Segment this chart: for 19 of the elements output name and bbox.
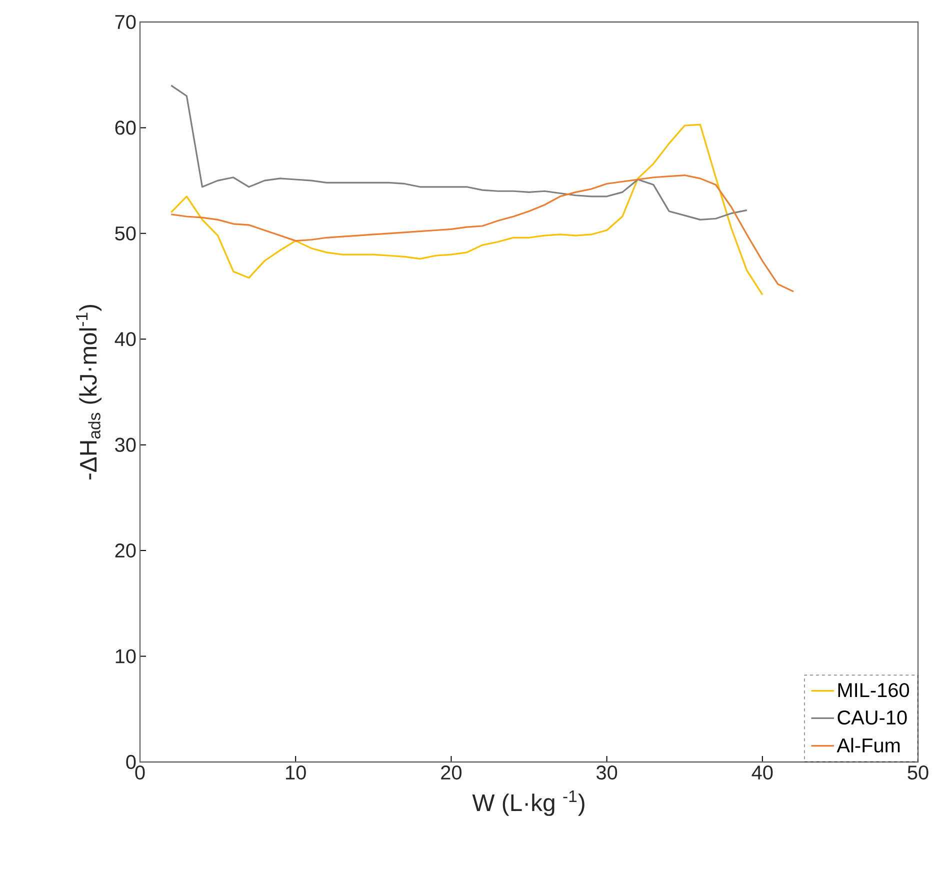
y-tick-label: 40 xyxy=(114,332,136,346)
y-tick-label: 10 xyxy=(116,649,136,664)
y-tick-label: 30 xyxy=(115,438,136,452)
x-tick-label: 10 xyxy=(286,766,306,780)
x-tick-label: 50 xyxy=(908,766,928,780)
y-tick-label: 60 xyxy=(115,120,136,135)
x-tick-label: 40 xyxy=(752,766,773,780)
y-tick-label: 70 xyxy=(115,14,136,30)
x-tick-label: 20 xyxy=(441,766,462,780)
x-tick-label: 0 xyxy=(135,766,145,780)
y-tick-label: 50 xyxy=(115,226,136,240)
y-tick-label: 0 xyxy=(126,754,136,770)
legend-label: Al-Fum xyxy=(836,738,900,752)
x-axis-title: W (L·kg $^{-1}$) xyxy=(472,790,584,816)
y-tick-label: 20 xyxy=(115,544,136,558)
legend-label: CAU-10 xyxy=(838,710,907,725)
legend-label: MIL-160 xyxy=(838,683,910,698)
y-axis-title: -ΔH$_{ads}$ (kJ·mol$^{-1}$) xyxy=(76,304,102,480)
x-tick-label: 30 xyxy=(596,766,618,780)
